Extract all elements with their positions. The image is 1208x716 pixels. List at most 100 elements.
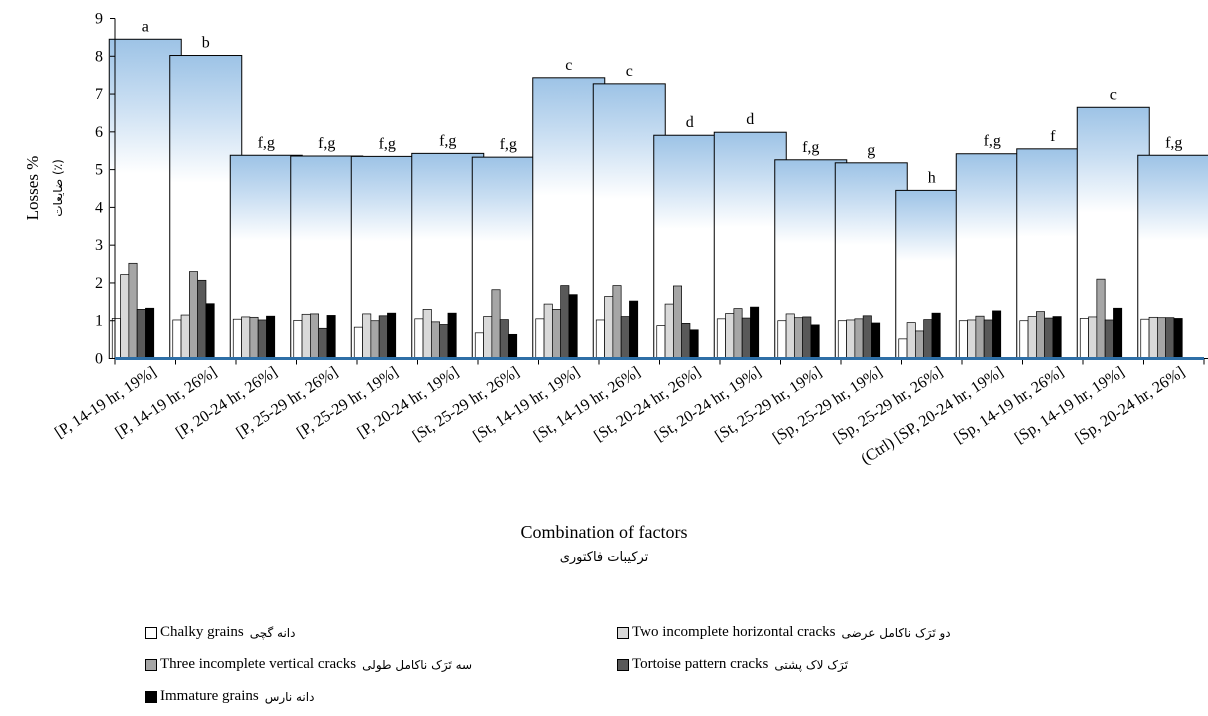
component-bar-three-incomplete-vertical-cracks: [551, 309, 561, 359]
component-bar-three-incomplete-vertical-cracks: [310, 313, 320, 359]
x-category-label: [St, 25-29 hr, 19%]: [712, 364, 825, 445]
x-category-label: [Sp, 14-19 hr, 26%]: [951, 364, 1067, 447]
component-bar-immature-grains: [205, 303, 215, 359]
significance-letter: f,g: [258, 134, 275, 151]
legend-swatch: [617, 658, 629, 671]
component-bar-chalky-grains: [172, 319, 182, 359]
component-bar-immature-grains: [931, 312, 941, 359]
component-bar-three-incomplete-vertical-cracks: [370, 320, 380, 359]
component-bar-two-incomplete-horizontal-cracks: [664, 303, 674, 359]
x-category-label: [St, 25-29 hr, 26%]: [410, 364, 523, 445]
legend-item-chalky: Chalky grains دانه گچی: [145, 624, 295, 641]
component-bar-immature-grains: [629, 300, 639, 359]
x-category-label: [P, 20-24 hr, 26%]: [173, 364, 280, 442]
component-bar-two-incomplete-horizontal-cracks: [967, 319, 977, 359]
component-bar-chalky-grains: [1019, 320, 1029, 359]
component-bar-immature-grains: [447, 312, 457, 359]
x-category-label: [P, 25-29 hr, 19%]: [294, 364, 401, 442]
legend-swatch: [145, 626, 157, 639]
component-bar-three-incomplete-vertical-cracks: [975, 315, 985, 359]
legend-swatch: [145, 658, 157, 671]
component-bar-two-incomplete-horizontal-cracks: [1027, 316, 1037, 359]
significance-letter: b: [202, 35, 210, 52]
component-bar-three-incomplete-vertical-cracks: [733, 308, 743, 359]
component-bar-chalky-grains: [656, 325, 666, 359]
component-bar-chalky-grains: [898, 338, 908, 359]
component-bar-three-incomplete-vertical-cracks: [1156, 317, 1166, 359]
component-bar-two-incomplete-horizontal-cracks: [483, 316, 493, 359]
component-bar-immature-grains: [568, 294, 578, 359]
component-bar-chalky-grains: [232, 318, 242, 359]
component-bar-chalky-grains: [414, 318, 424, 359]
legend-item-immature: Immature grains دانه نارس: [145, 688, 314, 705]
legend-swatch: [145, 690, 157, 703]
component-bar-three-incomplete-vertical-cracks: [793, 317, 803, 359]
component-bar-three-incomplete-vertical-cracks: [249, 316, 259, 359]
component-bar-three-incomplete-vertical-cracks: [1035, 311, 1045, 359]
legend-label-fa: تَرَک لاک پشتی: [774, 657, 848, 672]
y-tick-label: 7: [95, 86, 103, 103]
significance-letter: f,g: [318, 135, 335, 152]
component-bar-three-incomplete-vertical-cracks: [491, 289, 501, 359]
x-category-label: [St, 20-24 hr, 26%]: [591, 364, 704, 445]
component-bar-chalky-grains: [293, 319, 303, 359]
y-axis-title: Losses %: [23, 156, 42, 221]
x-category-label: [P, 14-19 hr, 26%]: [112, 364, 219, 442]
component-bar-immature-grains: [1173, 318, 1183, 359]
y-axis-title-fa: ضایعات (٪): [51, 159, 65, 217]
component-bar-tortoise-pattern-cracks: [1165, 317, 1175, 359]
component-bar-two-incomplete-horizontal-cracks: [362, 313, 372, 359]
x-category-label: [P, 25-29 hr, 26%]: [233, 364, 340, 442]
component-bar-tortoise-pattern-cracks: [681, 323, 691, 359]
component-bar-chalky-grains: [595, 319, 605, 359]
component-bar-immature-grains: [145, 307, 155, 359]
significance-letter: c: [1110, 86, 1117, 103]
component-bar-two-incomplete-horizontal-cracks: [785, 313, 795, 359]
significance-letter: f,g: [1165, 134, 1182, 151]
component-bar-three-incomplete-vertical-cracks: [914, 330, 924, 359]
significance-letter: f,g: [439, 132, 456, 149]
legend-label-fa: سه تَرَک ناکامل طولی: [362, 657, 473, 672]
component-bar-chalky-grains: [111, 318, 121, 359]
component-bar-two-incomplete-horizontal-cracks: [422, 309, 432, 359]
legend-label-fa: دانه نارس: [264, 689, 315, 704]
component-bar-two-incomplete-horizontal-cracks: [180, 314, 190, 359]
significance-letter: f: [1050, 128, 1056, 145]
x-axis-title: Combination of factors: [520, 522, 688, 542]
component-bar-immature-grains: [266, 315, 276, 359]
component-bar-chalky-grains: [777, 320, 787, 359]
component-bar-two-incomplete-horizontal-cracks: [1148, 316, 1158, 359]
y-tick-label: 4: [95, 199, 103, 216]
significance-letter: a: [142, 18, 149, 35]
significance-letter: c: [565, 57, 572, 74]
component-bar-tortoise-pattern-cracks: [318, 327, 328, 359]
component-bar-three-incomplete-vertical-cracks: [431, 321, 441, 359]
component-bar-tortoise-pattern-cracks: [741, 317, 751, 359]
component-bar-two-incomplete-horizontal-cracks: [1088, 316, 1098, 359]
y-tick-label: 1: [95, 313, 103, 330]
significance-letter: c: [626, 63, 633, 80]
component-bar-three-incomplete-vertical-cracks: [854, 318, 864, 359]
component-bar-chalky-grains: [837, 320, 847, 359]
component-bar-immature-grains: [689, 329, 699, 359]
legend-item-three-vertical: Three incomplete vertical cracks سه تَرَ…: [145, 656, 472, 673]
significance-letter: g: [867, 142, 875, 159]
significance-letter: h: [928, 169, 936, 186]
component-bar-chalky-grains: [474, 332, 484, 359]
component-bar-chalky-grains: [1140, 318, 1150, 359]
component-bar-three-incomplete-vertical-cracks: [1096, 278, 1106, 359]
significance-letter: d: [746, 111, 754, 128]
x-axis-title-fa: ترکیبات فاکتوری: [559, 550, 649, 565]
component-bar-tortoise-pattern-cracks: [439, 324, 449, 359]
x-category-label: [St, 14-19 hr, 26%]: [531, 364, 644, 445]
legend-label: Tortoise pattern cracks: [632, 656, 769, 672]
legend-label: Chalky grains: [160, 624, 244, 640]
x-category-label: [Sp, 14-19 hr, 19%]: [1012, 364, 1128, 447]
x-category-label: [St, 14-19 hr, 19%]: [470, 364, 583, 445]
y-tick-label: 6: [95, 124, 103, 141]
component-bar-three-incomplete-vertical-cracks: [672, 285, 682, 359]
component-bar-immature-grains: [508, 333, 518, 359]
component-bar-tortoise-pattern-cracks: [378, 315, 388, 359]
significance-letter: f,g: [802, 139, 819, 156]
